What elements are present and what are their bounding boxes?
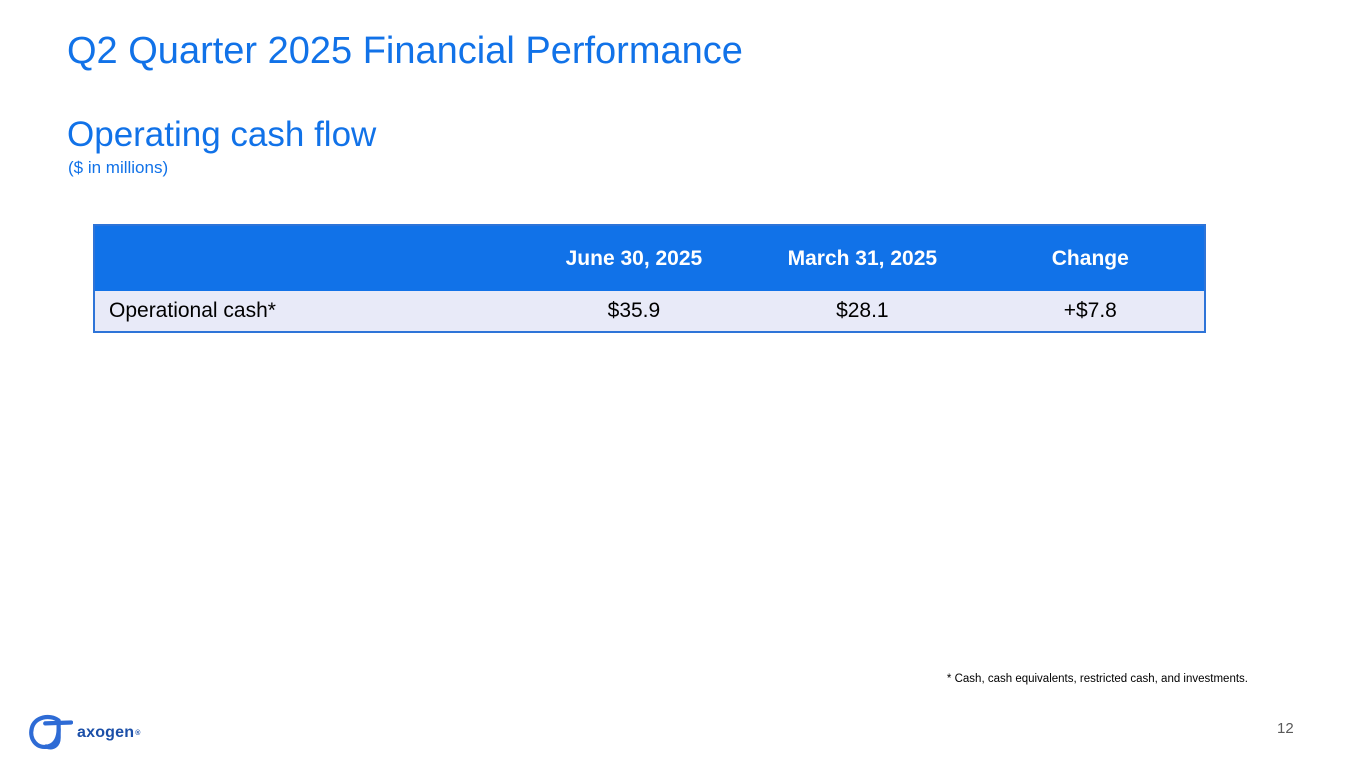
slide-subtitle: Operating cash flow — [67, 115, 377, 154]
value-march-31: $28.1 — [748, 291, 977, 332]
units-note: ($ in millions) — [68, 158, 169, 177]
col-header-change: Change — [976, 225, 1205, 291]
axogen-logo-icon — [27, 711, 73, 755]
table-row: Operational cash* $35.9 $28.1 +$7.8 — [94, 291, 1205, 332]
value-change: +$7.8 — [976, 291, 1205, 332]
trademark-symbol: ® — [135, 729, 141, 737]
page-number: 12 — [1277, 720, 1294, 737]
slide-title: Q2 Quarter 2025 Financial Performance — [67, 30, 743, 72]
axogen-wordmark: axogen — [77, 724, 135, 741]
table-header-row: June 30, 2025 March 31, 2025 Change — [94, 225, 1205, 291]
col-header-march-31: March 31, 2025 — [748, 225, 977, 291]
operating-cash-flow-table: June 30, 2025 March 31, 2025 Change Oper… — [93, 224, 1206, 333]
axogen-logo: axogen ® — [27, 711, 140, 755]
col-header-blank — [94, 225, 520, 291]
value-june-30: $35.9 — [519, 291, 749, 332]
footnote: * Cash, cash equivalents, restricted cas… — [946, 673, 1248, 685]
row-label-operational-cash: Operational cash* — [94, 291, 520, 332]
col-header-june-30: June 30, 2025 — [519, 225, 749, 291]
